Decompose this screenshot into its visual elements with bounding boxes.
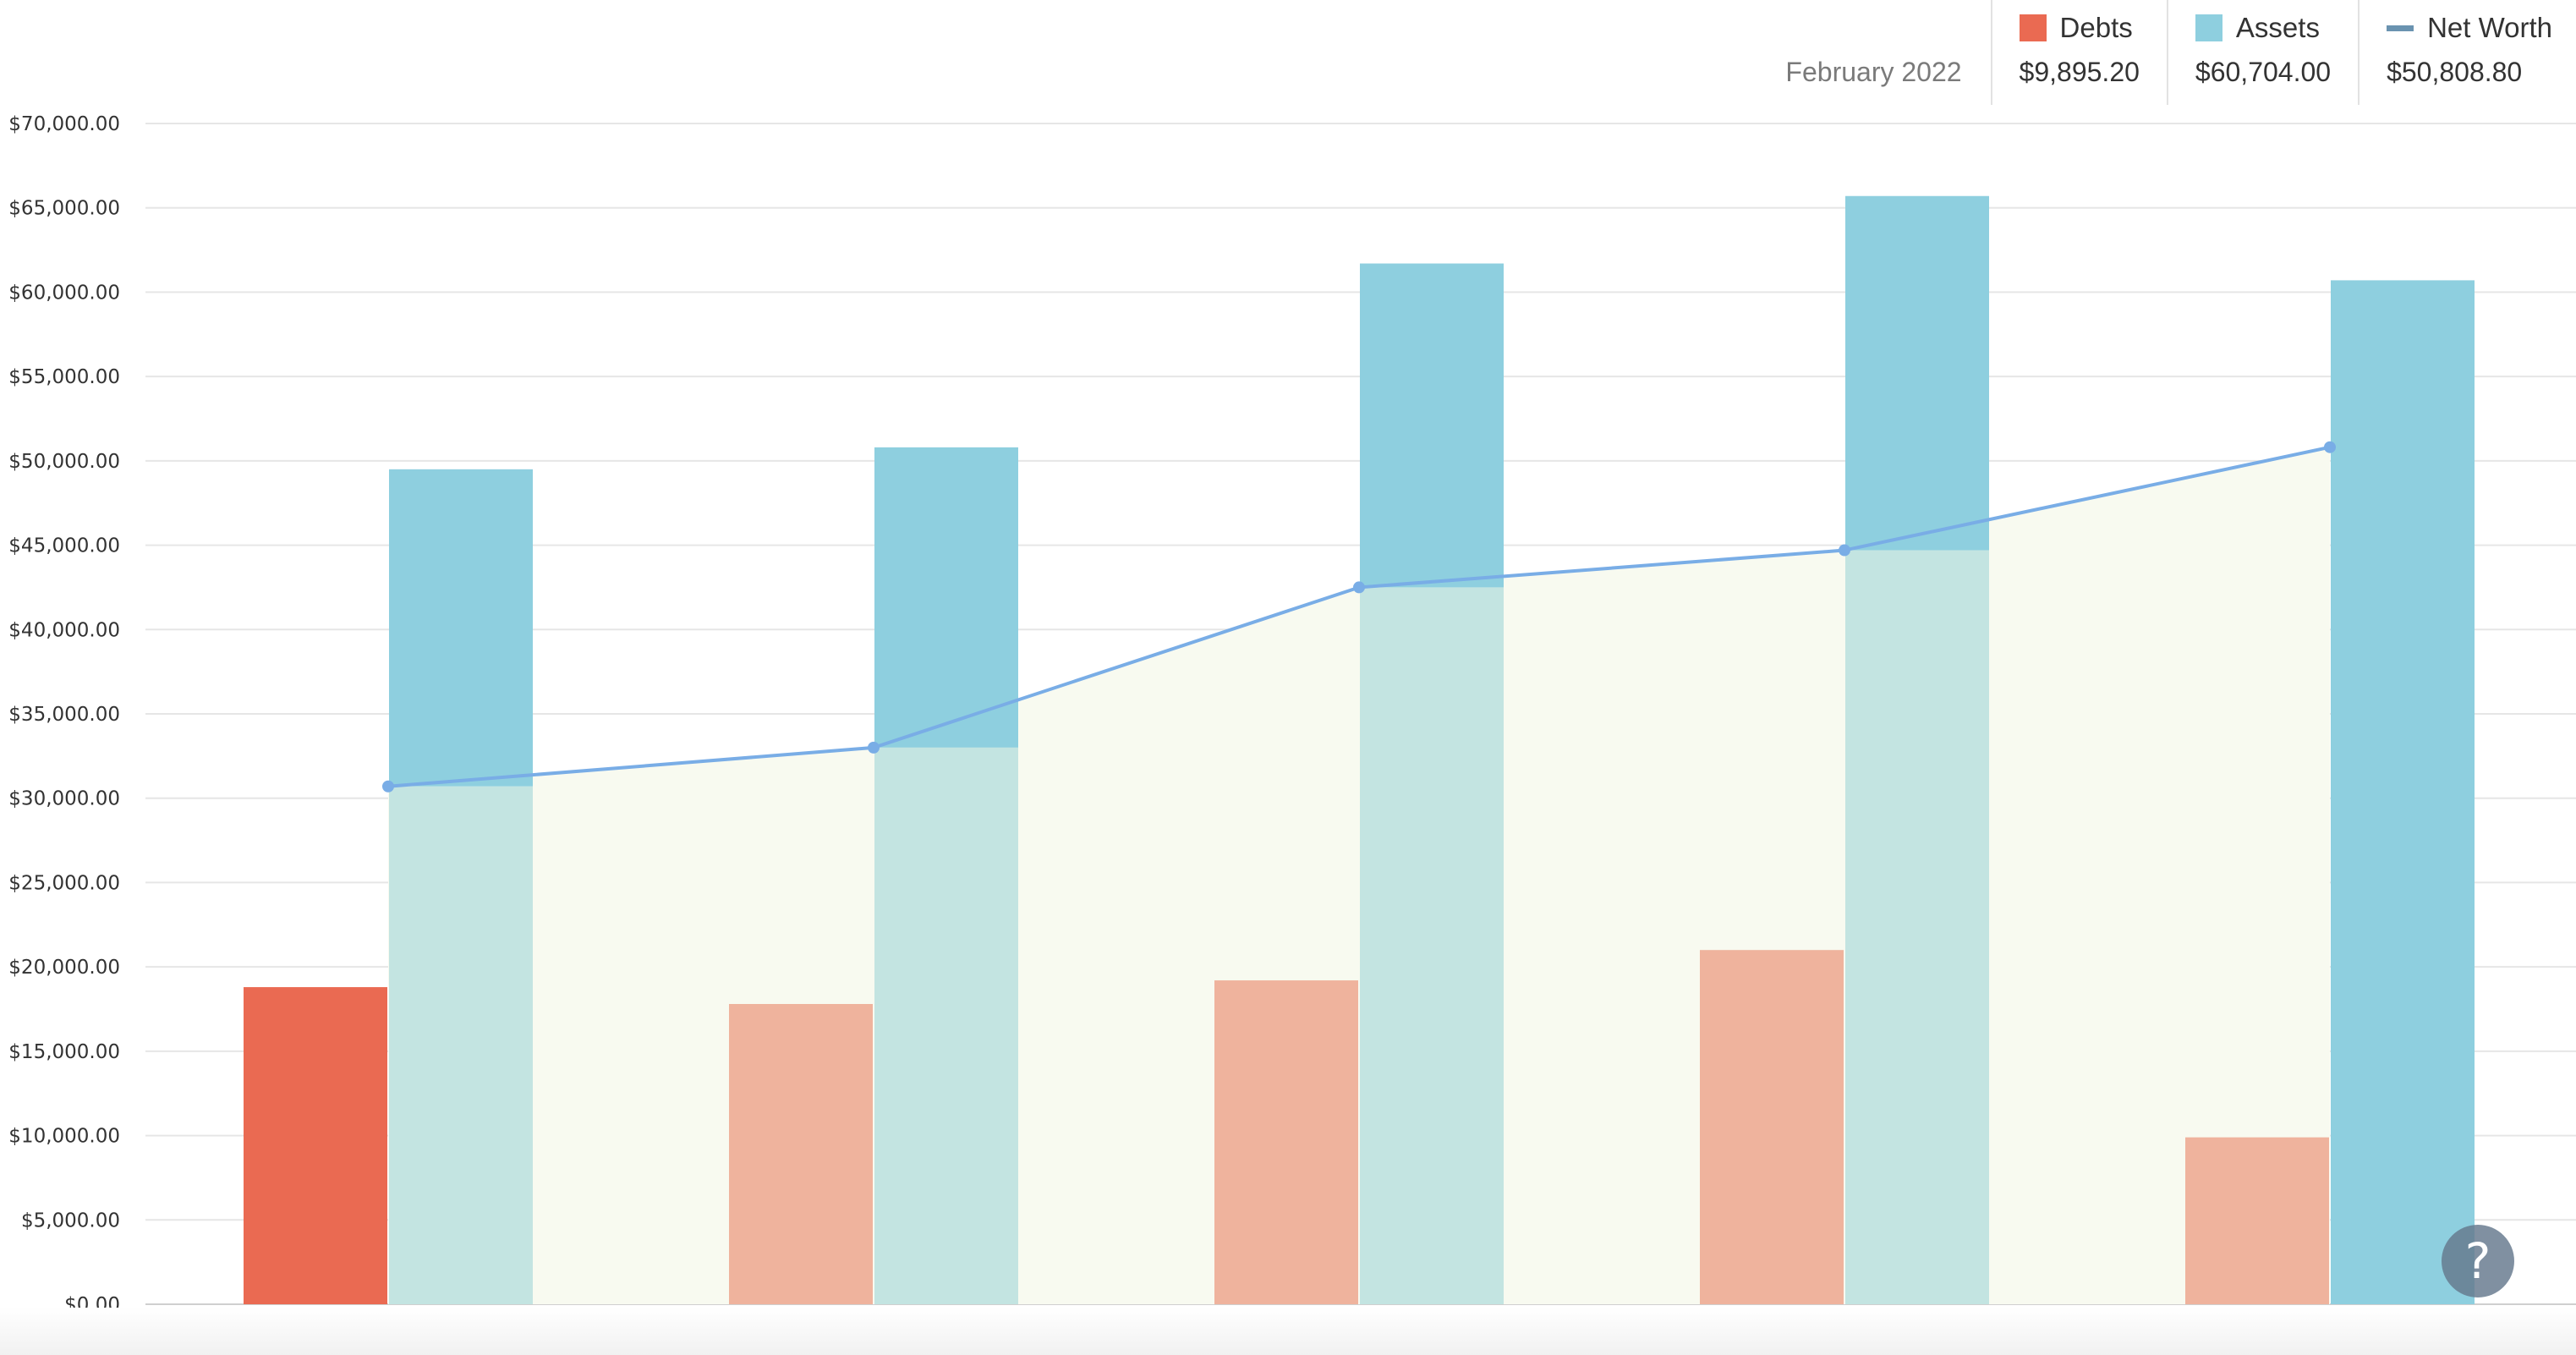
networth-line-icon [2387, 25, 2414, 31]
y-tick-label: $50,000.00 [8, 451, 120, 473]
legend-debts-value: $9,895.20 [2019, 57, 2140, 87]
assets-bar [1360, 263, 1504, 588]
y-tick-label: $55,000.00 [8, 366, 120, 388]
y-tick-label: $35,000.00 [8, 704, 120, 726]
question-mark-icon: ? [2464, 1232, 2491, 1290]
y-tick-label: $45,000.00 [8, 535, 120, 557]
y-tick-label: $65,000.00 [8, 198, 120, 220]
legend-assets[interactable]: Assets $60,704.00 [2166, 0, 2358, 105]
y-tick-label: $30,000.00 [8, 788, 120, 810]
y-tick-label: $15,000.00 [8, 1041, 120, 1063]
y-tick-label: $70,000.00 [8, 113, 120, 135]
legend-networth-label: Net Worth [2427, 12, 2552, 43]
debts-bar [2185, 1137, 2329, 1304]
networth-point [1353, 581, 1365, 594]
y-tick-label: $60,000.00 [8, 282, 120, 304]
y-tick-label: $20,000.00 [8, 957, 120, 979]
networth-point [868, 741, 880, 754]
debts-bar [1700, 950, 1844, 1304]
legend-debts-label: Debts [2059, 12, 2133, 43]
networth-area [388, 447, 2330, 1304]
networth-point [2324, 441, 2336, 453]
networth-point [1839, 544, 1850, 557]
debts-swatch-icon [2019, 14, 2047, 41]
debts-bar [244, 987, 387, 1304]
debts-bar [1214, 980, 1358, 1304]
networth-point [382, 780, 394, 793]
legend-assets-value: $60,704.00 [2195, 57, 2332, 87]
y-tick-label: $5,000.00 [21, 1210, 120, 1232]
legend-month: February 2022 [1785, 57, 1962, 87]
assets-bar-overlap [389, 786, 533, 1304]
legend-networth[interactable]: Net Worth $50,808.80 [2358, 0, 2552, 105]
help-button[interactable]: ? [2442, 1225, 2514, 1297]
y-tick-label: $25,000.00 [8, 872, 120, 894]
legend-assets-label: Assets [2235, 12, 2320, 43]
legend-debts[interactable]: Debts $9,895.20 [1990, 0, 2167, 105]
y-tick-label: $40,000.00 [8, 619, 120, 641]
assets-bar [389, 469, 533, 787]
assets-swatch-icon [2195, 14, 2222, 41]
legend: February 2022 Debts $9,895.20 Assets $60… [1785, 0, 2552, 105]
assets-bar-overlap [1845, 550, 1989, 1304]
assets-bar [1845, 195, 1989, 551]
legend-networth-value: $50,808.80 [2387, 57, 2523, 87]
assets-bar-overlap [874, 747, 1018, 1304]
bottom-strip [0, 1308, 2576, 1355]
y-tick-label: $10,000.00 [8, 1126, 120, 1148]
assets-bar [2331, 280, 2475, 1304]
debts-bar [729, 1004, 873, 1304]
assets-bar-overlap [1360, 587, 1504, 1304]
assets-bar [874, 447, 1018, 748]
